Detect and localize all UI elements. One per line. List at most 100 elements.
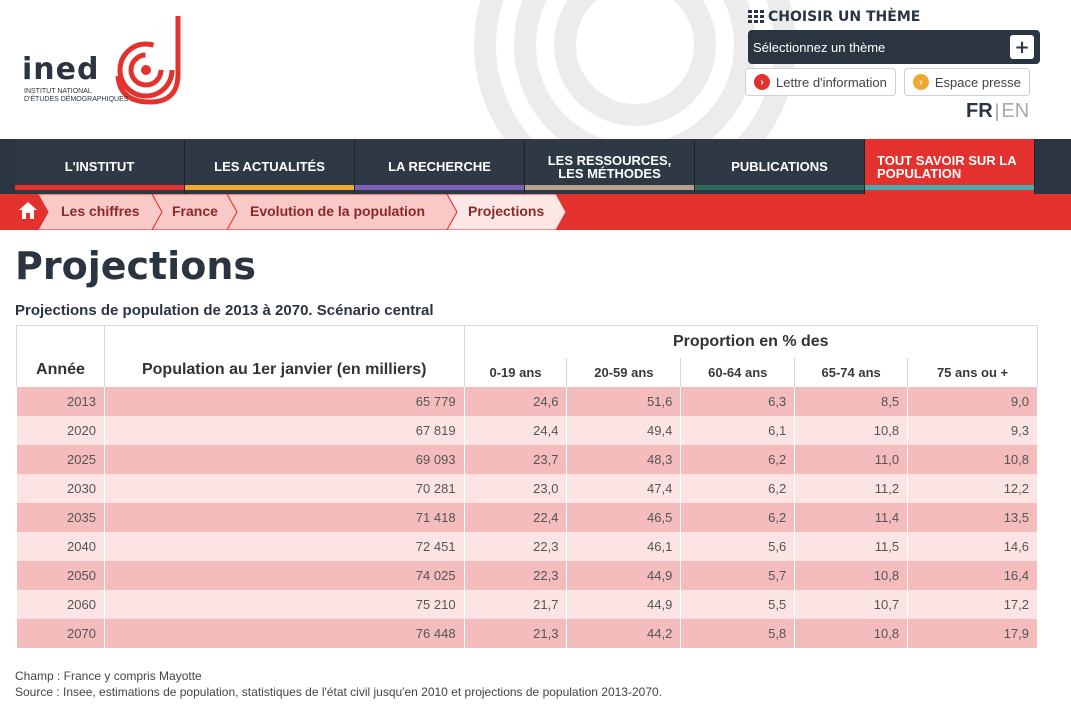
table-row: 2020 67 819 24,4 49,4 6,1 10,8 9,3 <box>16 415 1038 445</box>
newsletter-link-label: Lettre d'information <box>776 74 887 90</box>
table-cell: 2040 <box>16 531 105 561</box>
main-nav: L'INSTITUT LES ACTUALITÉS LA RECHERCHE L… <box>0 139 1071 194</box>
nav-item-population[interactable]: TOUT SAVOIR SUR LA POPULATION <box>865 139 1035 194</box>
table-cell: 49,4 <box>566 415 682 445</box>
breadcrumb-item-france[interactable]: France <box>172 203 218 219</box>
table-cell: 48,3 <box>566 444 682 474</box>
logo-subtitle-line1: INSTITUT NATIONAL <box>24 88 92 95</box>
home-icon <box>19 202 37 219</box>
table-cell: 10,7 <box>794 589 909 619</box>
table-cell: 70 281 <box>103 473 465 503</box>
table-title: Projections de population de 2013 à 2070… <box>15 302 434 319</box>
table-cell: 17,2 <box>907 589 1038 619</box>
language-switcher: FR | EN <box>966 100 1029 123</box>
table-cell: 69 093 <box>103 444 465 474</box>
table-row: 2050 74 025 22,3 44,9 5,7 10,8 16,4 <box>16 560 1038 590</box>
table-cell: 11,2 <box>794 473 909 503</box>
table-cell: 44,9 <box>566 560 682 590</box>
breadcrumb-item-projections: Projections <box>468 203 545 219</box>
breadcrumb: Les chiffres France Evolution de la popu… <box>0 194 1071 230</box>
col-header-60-64: 60-64 ans <box>680 357 796 387</box>
table-cell: 8,5 <box>794 386 909 416</box>
nav-item-recherche[interactable]: LA RECHERCHE <box>355 139 525 194</box>
table-cell: 2050 <box>16 560 105 590</box>
col-header-0-19: 0-19 ans <box>463 357 568 387</box>
theme-expand-button[interactable]: + <box>1010 35 1034 59</box>
press-link[interactable]: › Espace presse <box>903 68 1030 96</box>
table-cell: 46,1 <box>566 531 682 561</box>
table-cell: 24,6 <box>463 386 568 416</box>
logo-word: ined <box>22 52 100 87</box>
table-row: 2013 65 779 24,6 51,6 6,3 8,5 9,0 <box>16 386 1038 416</box>
table-cell: 23,7 <box>463 444 568 474</box>
table-cell: 11,4 <box>794 502 909 532</box>
nav-item-actualites[interactable]: LES ACTUALITÉS <box>185 139 355 194</box>
table-cell: 67 819 <box>103 415 465 445</box>
nav-item-label: LA RECHERCHE <box>388 159 491 174</box>
nav-color-bar <box>525 185 694 190</box>
table-row: 2025 69 093 23,7 48,3 6,2 11,0 10,8 <box>16 444 1038 474</box>
table-row: 2035 71 418 22,4 46,5 6,2 11,4 13,5 <box>16 502 1038 532</box>
note-champ: Champ : France y compris Mayotte <box>15 669 202 683</box>
table-cell: 76 448 <box>103 618 465 648</box>
table-cell: 10,8 <box>794 560 909 590</box>
nav-item-label: LES ACTUALITÉS <box>214 159 325 174</box>
theme-title-label: CHOISIR UN THÈME <box>768 9 921 25</box>
nav-item-label: L'INSTITUT <box>64 159 135 174</box>
table-cell: 5,7 <box>680 560 796 590</box>
table-cell: 9,3 <box>907 415 1038 445</box>
nav-item-institut[interactable]: L'INSTITUT <box>15 139 185 194</box>
table-cell: 5,8 <box>680 618 796 648</box>
theme-select[interactable]: Sélectionnez un thème + <box>748 30 1040 64</box>
press-link-label: Espace presse <box>934 74 1021 90</box>
ined-logo[interactable]: ined INSTITUT NATIONAL D'ÉTUDES DÉMOGRAP… <box>22 14 187 114</box>
table-cell: 2013 <box>16 386 105 416</box>
page-title: Projections <box>15 244 256 288</box>
table-cell: 2035 <box>16 502 105 532</box>
grid-icon <box>748 10 764 23</box>
table-cell: 51,6 <box>566 386 682 416</box>
table-cell: 2060 <box>16 589 105 619</box>
breadcrumb-item-chiffres[interactable]: Les chiffres <box>61 203 140 219</box>
lang-separator: | <box>994 101 1000 121</box>
table-row: 2060 75 210 21,7 44,9 5,5 10,7 17,2 <box>16 589 1038 619</box>
breadcrumb-item-evolution[interactable]: Evolution de la population <box>250 203 425 219</box>
nav-item-label-line2: POPULATION <box>877 165 962 181</box>
theme-select-value: Sélectionnez un thème <box>753 39 886 55</box>
theme-title: CHOISIR UN THÈME <box>748 8 1040 26</box>
table-cell: 21,7 <box>463 589 568 619</box>
nav-item-ressources[interactable]: LES RESSOURCES, LES MÉTHODES <box>525 139 695 194</box>
table-cell: 2030 <box>16 473 105 503</box>
nav-item-publications[interactable]: PUBLICATIONS <box>695 139 865 194</box>
chevron-right-icon: › <box>754 74 770 90</box>
table-cell: 72 451 <box>103 531 465 561</box>
note-source: Source : Insee, estimations de populatio… <box>15 685 663 699</box>
table-body: 2013 65 779 24,6 51,6 6,3 8,5 9,0 2020 67 819 24,… <box>16 386 1038 648</box>
col-group-header: Proportion en % des <box>463 325 1039 358</box>
table-cell: 13,5 <box>907 502 1038 532</box>
table-cell: 10,8 <box>907 444 1038 474</box>
table-cell: 16,4 <box>907 560 1038 590</box>
table-cell: 9,0 <box>907 386 1038 416</box>
theme-chooser: CHOISIR UN THÈME Sélectionnez un thème + <box>748 8 1040 64</box>
table-cell: 65 779 <box>103 386 465 416</box>
table-cell: 6,3 <box>680 386 796 416</box>
col-header-annee: Année <box>16 325 105 387</box>
table-cell: 14,6 <box>907 531 1038 561</box>
nav-color-bar <box>355 185 524 190</box>
logo-subtitle-line2: D'ÉTUDES DÉMOGRAPHIQUES <box>24 96 129 103</box>
nav-color-bar <box>185 185 354 190</box>
table-row: 2070 76 448 21,3 44,2 5,8 10,8 17,9 <box>16 618 1038 648</box>
col-header-population: Population au 1er janvier (en milliers) <box>103 325 465 387</box>
nav-item-label: LES RESSOURCES, <box>547 152 672 168</box>
table-cell: 17,9 <box>907 618 1038 648</box>
table-cell: 44,9 <box>566 589 682 619</box>
table-cell: 22,3 <box>463 531 568 561</box>
newsletter-link[interactable]: › Lettre d'information <box>745 68 896 96</box>
site-header: ined INSTITUT NATIONAL D'ÉTUDES DÉMOGRAP… <box>0 0 1071 139</box>
lang-en[interactable]: EN <box>1001 100 1030 122</box>
lang-fr[interactable]: FR <box>966 100 993 122</box>
table-cell: 11,0 <box>794 444 909 474</box>
table-cell: 46,5 <box>566 502 682 532</box>
table-cell: 5,5 <box>680 589 796 619</box>
